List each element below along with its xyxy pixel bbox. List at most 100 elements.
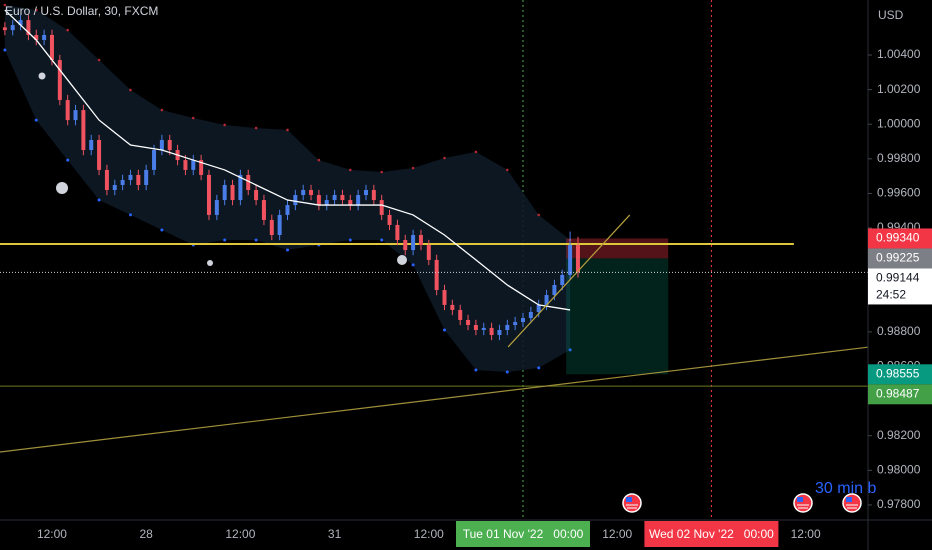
x-tick-label: 31 bbox=[328, 527, 342, 541]
us-event-icon[interactable] bbox=[622, 493, 642, 513]
marker bbox=[38, 72, 46, 80]
lower-band-dot bbox=[66, 158, 70, 162]
candle-body bbox=[528, 312, 533, 319]
candle-body bbox=[152, 150, 157, 170]
price-badge-label: 0.99144 bbox=[876, 271, 920, 285]
candle-body bbox=[521, 318, 526, 323]
candle-body bbox=[261, 200, 266, 220]
candle-body bbox=[214, 200, 219, 215]
candle-body bbox=[544, 295, 549, 305]
candle-body bbox=[575, 245, 580, 273]
candle-body bbox=[120, 179, 125, 185]
candle-body bbox=[371, 190, 376, 201]
price-badge bbox=[868, 248, 932, 269]
lower-band-dot bbox=[348, 238, 352, 242]
candle-body bbox=[426, 245, 431, 260]
candle-body bbox=[340, 195, 345, 201]
candle-body bbox=[395, 224, 400, 241]
upper-band-dot bbox=[129, 88, 132, 92]
candle-body bbox=[104, 169, 109, 191]
event-icons bbox=[622, 493, 862, 513]
candle-body bbox=[458, 309, 463, 320]
candle-body bbox=[481, 327, 486, 330]
upper-band-dot bbox=[66, 28, 69, 32]
price-badge-label: 0.99225 bbox=[876, 251, 920, 265]
price-badge bbox=[868, 268, 932, 305]
candle-body bbox=[293, 195, 298, 206]
lower-band-dot bbox=[380, 238, 384, 242]
x-tick-label: 12:00 bbox=[225, 527, 255, 541]
candle-body bbox=[191, 160, 196, 170]
price-badge-label: 0.98555 bbox=[876, 366, 920, 380]
candle-body bbox=[136, 174, 141, 185]
lower-band-dot bbox=[97, 198, 101, 202]
candle-body bbox=[42, 34, 47, 40]
candle-body bbox=[277, 214, 282, 235]
upper-band-dot bbox=[380, 170, 383, 174]
candle-body bbox=[73, 110, 78, 121]
band-fill bbox=[4, 5, 571, 373]
lower-band-dot bbox=[442, 328, 446, 332]
candle-body bbox=[10, 25, 15, 31]
candle-body bbox=[418, 234, 423, 246]
candle-body bbox=[18, 20, 23, 26]
price-badge bbox=[868, 384, 932, 405]
lower-band-dot bbox=[505, 370, 509, 374]
trend-line bbox=[507, 214, 631, 348]
lower-band-dot bbox=[223, 238, 227, 242]
position-risk bbox=[566, 238, 669, 259]
candle-body bbox=[183, 160, 188, 170]
candle-body bbox=[301, 190, 306, 196]
candle-body bbox=[112, 184, 117, 191]
lower-band-dot bbox=[254, 238, 258, 242]
lower-band-dot bbox=[474, 368, 478, 372]
chart-title: Euro / U.S. Dollar, 30, FXCM bbox=[5, 4, 158, 18]
upper-band-dot bbox=[3, 3, 7, 7]
candle-body bbox=[57, 60, 62, 101]
y-tick-label: 0.99800 bbox=[877, 151, 921, 165]
candle-body bbox=[466, 319, 471, 325]
us-event-icon[interactable] bbox=[793, 493, 813, 513]
axes: 12:00 28 12:00 31 12:00 Tue 01 Nov '22 00:00 1… bbox=[37, 47, 921, 547]
y-tick-label: 0.98200 bbox=[877, 428, 921, 442]
candle-body bbox=[513, 322, 518, 325]
candle-body bbox=[434, 259, 439, 291]
candle-body bbox=[363, 190, 368, 196]
lower-band-dot bbox=[537, 366, 541, 370]
candle-body bbox=[159, 139, 164, 151]
lower-band-dot bbox=[34, 118, 38, 122]
upper-band-dot bbox=[34, 8, 38, 12]
us-event-icon[interactable] bbox=[842, 493, 862, 513]
candle-body bbox=[230, 184, 235, 201]
price-badge-label: 0.98487 bbox=[876, 386, 920, 400]
candle-body bbox=[356, 195, 361, 206]
candle-body bbox=[489, 327, 494, 336]
x-tick-label: 12:00 bbox=[602, 527, 632, 541]
candle-body bbox=[89, 139, 94, 151]
candle-body bbox=[199, 160, 204, 175]
candle-body bbox=[222, 184, 227, 201]
candle-body bbox=[254, 190, 259, 201]
candle-body bbox=[206, 174, 211, 215]
candle-body bbox=[473, 324, 478, 330]
candle-body bbox=[309, 190, 314, 196]
upper-band-dot bbox=[97, 58, 101, 62]
price-badge bbox=[868, 364, 932, 385]
x-tick-label: Wed 02 Nov '22 00:00 bbox=[649, 527, 774, 541]
currency: USD bbox=[878, 8, 904, 22]
y-tick-label: 0.97800 bbox=[877, 497, 921, 511]
candle-body bbox=[49, 34, 54, 61]
price-badge bbox=[868, 228, 932, 249]
y-tick-label: 1.00400 bbox=[877, 47, 921, 61]
x-tick-label: 12:00 bbox=[414, 527, 444, 541]
lower-band-dot bbox=[128, 213, 132, 217]
candle-body bbox=[568, 245, 573, 275]
candle-body bbox=[167, 139, 172, 151]
lower-band-dot bbox=[411, 263, 415, 267]
trend-line bbox=[0, 346, 871, 453]
candle-body bbox=[332, 195, 337, 201]
candle-body bbox=[411, 234, 416, 251]
upper-band-dot bbox=[160, 108, 164, 112]
